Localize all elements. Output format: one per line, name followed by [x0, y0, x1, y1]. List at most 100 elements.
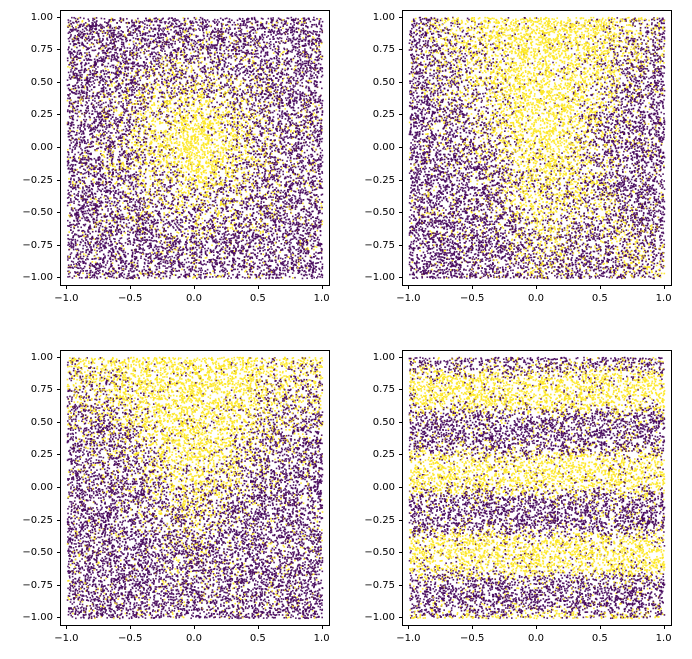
y-tick-label: −0.25	[364, 514, 395, 526]
y-tick-label: 0.25	[30, 109, 53, 121]
y-axis-top-right: 1.00 0.75 0.50 0.25 0.00 −0.25 −0.50 −0.75 −1.00	[356, 10, 402, 286]
y-tick-mark	[399, 617, 402, 619]
y-tick-mark	[399, 421, 402, 423]
y-tick-mark	[399, 16, 402, 18]
y-tick-mark	[399, 389, 402, 391]
x-tick-label: 0.5	[591, 293, 608, 304]
y-tick-mark	[399, 356, 402, 358]
y-tick-mark	[399, 244, 402, 246]
y-tick-mark	[399, 114, 402, 116]
y-tick-mark	[399, 179, 402, 181]
y-tick-mark	[57, 519, 60, 521]
x-tick-label: 0.0	[186, 633, 202, 644]
y-tick-label: −1.00	[22, 612, 53, 624]
y-tick-label: 0.50	[372, 416, 395, 428]
x-tick-label: −1.0	[54, 293, 79, 304]
x-tick-mark	[130, 626, 132, 629]
x-tick-mark	[472, 286, 474, 289]
y-axis-top-left: 1.00 0.75 0.50 0.25 0.00 −0.25 −0.50 −0.75 −1.00	[14, 10, 60, 286]
y-tick-label: 0.00	[30, 142, 53, 153]
x-tick-label: 1.0	[313, 293, 330, 304]
y-tick-label: −0.25	[364, 174, 395, 186]
x-tick-mark	[257, 286, 259, 289]
y-tick-mark	[57, 356, 60, 358]
x-tick-mark	[66, 626, 68, 629]
y-tick-mark	[399, 454, 402, 456]
y-tick-mark	[57, 389, 60, 391]
scatter-canvas-top-left	[61, 11, 329, 285]
x-axis-bottom-left: −1.0 −0.5 0.0 0.5 1.0	[54, 626, 330, 650]
x-tick-label: −0.5	[460, 293, 485, 304]
x-tick-mark	[408, 286, 410, 289]
subplot-top-right: 1.00 0.75 0.50 0.25 0.00 −0.25 −0.50 −0.75 −1.00…	[356, 10, 672, 310]
y-tick-mark	[57, 487, 60, 488]
y-tick-label: 0.25	[30, 449, 53, 461]
y-tick-mark	[399, 584, 402, 586]
x-tick-label: 1.0	[655, 293, 672, 304]
y-tick-mark	[57, 454, 60, 456]
y-tick-label: −0.25	[22, 174, 53, 186]
y-tick-mark	[57, 421, 60, 423]
x-tick-label: −0.5	[118, 293, 143, 304]
x-tick-mark	[536, 626, 537, 629]
y-tick-label: 0.75	[30, 384, 53, 396]
y-tick-label: 1.00	[30, 11, 53, 23]
y-tick-label: 0.75	[30, 44, 53, 56]
y-tick-mark	[57, 49, 60, 51]
y-tick-mark	[399, 552, 402, 554]
subplot-bottom-left: 1.00 0.75 0.50 0.25 0.00 −0.25 −0.50 −0.75 −1.00…	[14, 350, 330, 650]
y-tick-mark	[57, 277, 60, 279]
scatter-canvas-bottom-right	[403, 351, 671, 625]
x-axis-top-right: −1.0 −0.5 0.0 0.5 1.0	[396, 286, 672, 310]
x-axis-top-left: −1.0 −0.5 0.0 0.5 1.0	[54, 286, 330, 310]
y-tick-mark	[57, 244, 60, 246]
y-tick-label: −1.00	[364, 612, 395, 624]
scatter-canvas-top-right	[403, 11, 671, 285]
y-tick-mark	[399, 487, 402, 488]
x-tick-label: −1.0	[396, 633, 421, 644]
y-tick-mark	[57, 114, 60, 116]
x-tick-mark	[194, 626, 195, 629]
x-tick-label: 0.0	[528, 293, 544, 304]
y-tick-mark	[57, 617, 60, 619]
y-tick-label: 0.50	[30, 76, 53, 88]
y-tick-mark	[57, 147, 60, 148]
y-tick-mark	[57, 552, 60, 554]
y-tick-label: 0.00	[372, 482, 395, 493]
y-axis-bottom-left: 1.00 0.75 0.50 0.25 0.00 −0.25 −0.50 −0.75 −1.00	[14, 350, 60, 626]
y-tick-label: 0.50	[30, 416, 53, 428]
y-tick-mark	[399, 81, 402, 83]
plot-area-bottom-right	[402, 350, 672, 626]
y-tick-label: 0.75	[372, 384, 395, 396]
y-tick-label: −0.50	[364, 207, 395, 219]
x-tick-mark	[321, 286, 323, 289]
x-tick-mark	[408, 626, 410, 629]
x-tick-label: 1.0	[655, 633, 672, 644]
subplot-top-left: 1.00 0.75 0.50 0.25 0.00 −0.25 −0.50 −0.75 −1.00…	[14, 10, 330, 310]
y-tick-label: 1.00	[372, 351, 395, 363]
y-tick-label: 0.00	[30, 482, 53, 493]
y-tick-label: −0.75	[364, 579, 395, 591]
x-tick-label: 0.0	[528, 633, 544, 644]
x-tick-label: 1.0	[313, 633, 330, 644]
plot-area-bottom-left	[60, 350, 330, 626]
x-tick-label: −1.0	[54, 633, 79, 644]
x-tick-label: 0.0	[186, 293, 202, 304]
y-tick-mark	[57, 179, 60, 181]
y-tick-label: −0.75	[22, 239, 53, 251]
x-tick-label: 0.5	[249, 293, 266, 304]
x-axis-bottom-right: −1.0 −0.5 0.0 0.5 1.0	[396, 626, 672, 650]
y-tick-label: 0.75	[372, 44, 395, 56]
x-tick-mark	[599, 286, 601, 289]
y-tick-label: −0.75	[364, 239, 395, 251]
y-tick-label: −1.00	[364, 272, 395, 284]
x-tick-mark	[66, 286, 68, 289]
y-tick-label: 1.00	[372, 11, 395, 23]
x-tick-mark	[257, 626, 259, 629]
y-tick-mark	[399, 147, 402, 148]
y-tick-label: −0.25	[22, 514, 53, 526]
scatter-canvas-bottom-left	[61, 351, 329, 625]
y-tick-label: 0.50	[372, 76, 395, 88]
x-tick-label: −1.0	[396, 293, 421, 304]
